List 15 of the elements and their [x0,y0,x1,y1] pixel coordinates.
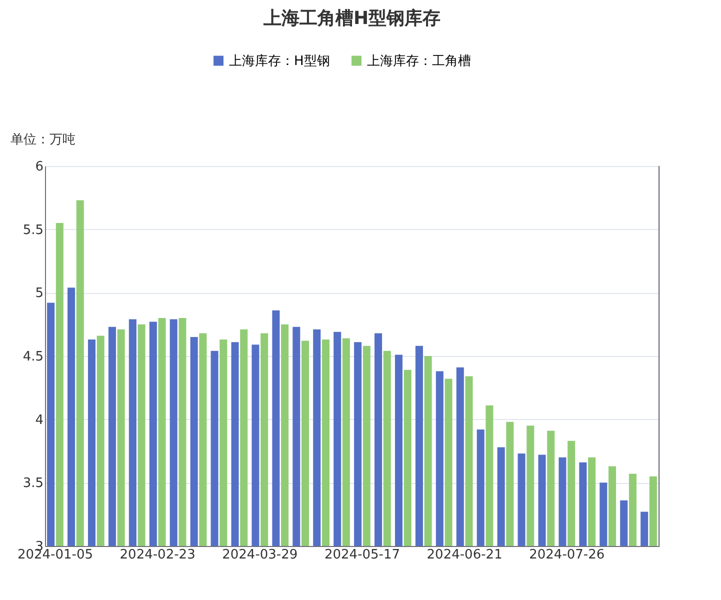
legend-label: 上海库存：工角槽 [367,54,471,69]
y-tick-label: 4 [35,412,44,428]
x-tick-label: 2024-03-29 [222,548,298,562]
x-tick-label: 2024-05-17 [324,548,400,562]
y-tick-label: 3.5 [22,476,44,492]
x-tick-label: 2024-02-23 [120,548,196,562]
x-tick-label: 2024-06-21 [426,548,502,562]
y-tick-label: 6 [35,160,44,174]
y-axis-title: 单位：万吨 [10,132,76,148]
chart-title: 上海工角槽H型钢库存 [262,8,441,29]
legend-label: 上海库存：H型钢 [229,54,330,69]
x-tick-label: 2024-07-26 [529,548,605,562]
y-tick-label: 5 [35,286,44,302]
y-tick-label: 4.5 [22,350,44,364]
y-tick-label: 5.5 [22,222,44,238]
